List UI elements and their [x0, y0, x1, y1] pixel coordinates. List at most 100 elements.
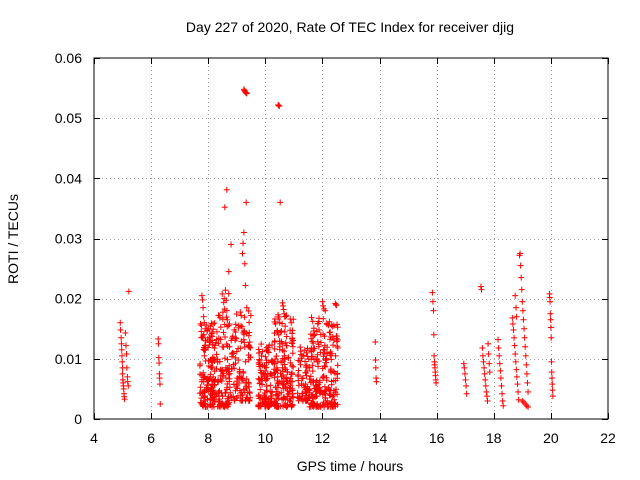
- data-point: [243, 90, 250, 97]
- data-point: [288, 362, 295, 369]
- data-point: [215, 399, 222, 406]
- data-point: [334, 324, 341, 331]
- x-tick-label: 16: [429, 430, 445, 446]
- data-point: [262, 353, 269, 360]
- data-point: [499, 397, 506, 404]
- data-point: [210, 326, 217, 333]
- data-point: [157, 400, 164, 407]
- data-point: [303, 372, 310, 379]
- data-point: [156, 360, 163, 367]
- data-point: [208, 332, 215, 339]
- data-point: [241, 314, 248, 321]
- data-point: [200, 313, 207, 320]
- data-point: [309, 338, 316, 345]
- data-point: [372, 338, 379, 345]
- data-point: [327, 348, 334, 355]
- data-point: [263, 395, 270, 402]
- data-point: [314, 401, 321, 408]
- data-point: [273, 353, 280, 360]
- data-point: [242, 89, 249, 96]
- data-point: [212, 342, 219, 349]
- data-point: [274, 373, 281, 380]
- data-point: [245, 343, 252, 350]
- x-axis-label: GPS time / hours: [297, 458, 404, 474]
- data-point: [320, 315, 327, 322]
- data-point: [495, 345, 502, 352]
- data-point: [518, 286, 525, 293]
- data-point: [247, 354, 254, 361]
- data-point: [238, 338, 245, 345]
- data-point: [264, 375, 271, 382]
- data-point: [520, 316, 527, 323]
- data-point: [206, 375, 213, 382]
- data-point: [215, 340, 222, 347]
- data-point: [155, 340, 162, 347]
- data-point: [275, 331, 282, 338]
- data-point: [125, 382, 132, 389]
- data-point: [284, 401, 291, 408]
- data-point: [226, 378, 233, 385]
- data-point: [219, 316, 226, 323]
- data-point: [496, 352, 503, 359]
- data-point: [509, 314, 516, 321]
- data-point: [235, 392, 242, 399]
- data-point: [246, 390, 253, 397]
- data-point: [220, 329, 227, 336]
- data-point: [302, 358, 309, 365]
- data-point: [199, 333, 206, 340]
- data-point: [302, 369, 309, 376]
- x-tick-label: 6: [147, 430, 155, 446]
- data-point: [225, 290, 232, 297]
- data-point: [202, 325, 209, 332]
- data-point: [285, 355, 292, 362]
- data-point: [276, 103, 283, 110]
- data-point: [211, 345, 218, 352]
- data-point: [238, 312, 245, 319]
- data-point: [497, 375, 504, 382]
- data-point: [281, 348, 288, 355]
- data-point: [319, 298, 326, 305]
- data-point: [232, 360, 239, 367]
- data-point: [295, 373, 302, 380]
- data-point: [274, 380, 281, 387]
- data-point: [329, 323, 336, 330]
- data-point: [310, 403, 317, 410]
- data-point: [201, 352, 208, 359]
- data-point: [433, 379, 440, 386]
- data-point: [314, 338, 321, 345]
- data-point: [228, 241, 235, 248]
- data-point: [321, 333, 328, 340]
- data-point: [223, 384, 230, 391]
- data-point: [197, 320, 204, 327]
- data-point: [511, 334, 518, 341]
- data-point: [242, 358, 249, 365]
- data-point: [309, 362, 316, 369]
- data-point: [477, 283, 484, 290]
- data-point: [234, 375, 241, 382]
- data-point: [429, 289, 436, 296]
- data-point: [224, 356, 231, 363]
- data-point: [281, 328, 288, 335]
- data-point: [287, 395, 294, 402]
- x-tick-label: 4: [90, 430, 98, 446]
- data-point: [246, 329, 253, 336]
- data-point: [271, 337, 278, 344]
- data-point: [257, 386, 264, 393]
- data-point: [246, 319, 253, 326]
- data-point: [211, 320, 218, 327]
- data-point: [320, 302, 327, 309]
- data-point: [309, 318, 316, 325]
- data-point: [219, 290, 226, 297]
- data-point: [319, 402, 326, 409]
- data-point: [271, 345, 278, 352]
- data-point: [327, 329, 334, 336]
- data-point: [525, 403, 532, 410]
- data-point: [322, 394, 329, 401]
- data-point: [463, 382, 470, 389]
- x-tick-label: 22: [600, 430, 616, 446]
- data-point: [500, 402, 507, 409]
- data-point: [216, 314, 223, 321]
- data-point: [460, 360, 467, 367]
- data-point: [267, 382, 274, 389]
- data-point: [287, 382, 294, 389]
